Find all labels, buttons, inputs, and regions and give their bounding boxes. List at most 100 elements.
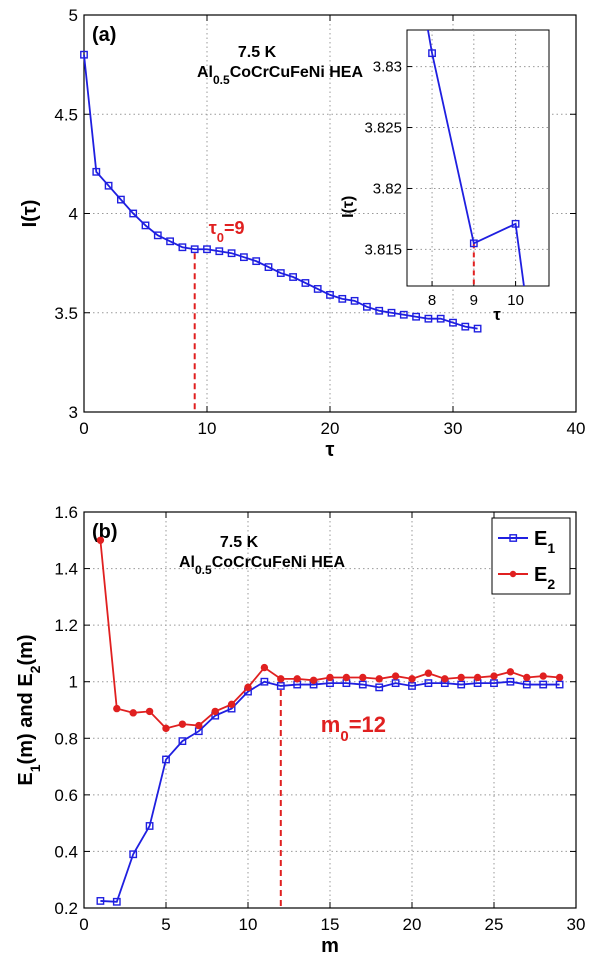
- inset-y-axis-label: I(τ): [340, 196, 357, 218]
- data-point: [342, 673, 351, 682]
- data-point: [338, 294, 347, 303]
- annotation-material: Al0.5CoCrCuFeNi HEA: [197, 64, 363, 87]
- data-point: [153, 231, 162, 240]
- data-point: [539, 680, 548, 689]
- data-point: [145, 707, 154, 716]
- inset-series-line: [427, 30, 525, 286]
- y-tick-label: 3.5: [54, 304, 78, 323]
- inset-y-tick-label: 3.83: [373, 59, 402, 76]
- data-point: [359, 673, 367, 682]
- data-point: [211, 707, 219, 716]
- data-point: [457, 680, 466, 689]
- inset-data-point: [511, 219, 520, 228]
- data-point: [387, 308, 396, 317]
- data-point: [506, 668, 515, 676]
- data-point: [391, 672, 400, 680]
- y-tick-label: 3: [69, 403, 78, 422]
- inset-data-point: [469, 239, 478, 248]
- x-tick-label: 0: [79, 419, 88, 438]
- data-point: [178, 243, 187, 252]
- x-tick-label: 25: [485, 915, 504, 934]
- data-point: [490, 672, 498, 680]
- series-E1: [96, 677, 564, 906]
- legend-marker: [509, 570, 517, 578]
- data-point: [252, 257, 261, 266]
- data-point: [358, 680, 367, 689]
- y-tick-label: 0.2: [54, 899, 78, 918]
- y-tick-label: 1: [69, 673, 78, 692]
- series-1: [80, 50, 482, 333]
- data-point: [116, 195, 125, 204]
- panel-label: (b): [92, 521, 118, 543]
- data-point: [408, 682, 416, 690]
- panel-label: (a): [92, 24, 116, 46]
- data-point: [162, 755, 170, 764]
- data-point: [203, 245, 211, 254]
- inset-y-tick-label: 3.825: [364, 120, 402, 137]
- data-point: [129, 850, 138, 859]
- data-point: [301, 279, 310, 287]
- data-point: [350, 296, 359, 305]
- data-point: [260, 663, 269, 672]
- chart-panel-1: 0 10 20 30 40 3 3.5 4 4.5 5 τ I(τ) (a) 7.5 K Al0.5CoCr…: [19, 6, 585, 461]
- x-tick-label: 15: [321, 915, 340, 934]
- data-point: [326, 673, 334, 682]
- data-point: [424, 679, 433, 688]
- y-axis-label: E1(m) and E2(m): [15, 634, 43, 785]
- data-point: [145, 822, 154, 830]
- data-point: [227, 700, 236, 709]
- inset-y-tick-label: 3.82: [373, 180, 402, 197]
- x-tick-label: 5: [161, 915, 170, 934]
- threshold-label: τ0=9: [209, 218, 245, 245]
- data-point: [309, 676, 318, 684]
- data-point: [96, 897, 105, 905]
- y-tick-label: 4.5: [54, 105, 78, 124]
- inset-x-tick-label: 8: [428, 292, 436, 309]
- inset-x-tick-label: 10: [507, 292, 524, 309]
- data-point: [522, 680, 531, 689]
- data-point: [473, 324, 482, 333]
- data-point: [129, 209, 138, 218]
- data-point: [457, 673, 465, 682]
- y-tick-label: 5: [69, 6, 78, 25]
- data-point: [260, 677, 269, 686]
- data-point: [313, 285, 322, 293]
- data-point: [412, 312, 420, 321]
- data-point: [473, 673, 482, 682]
- data-point: [276, 269, 285, 277]
- legend-label: E2: [534, 564, 555, 592]
- annotation-temperature: 7.5 K: [238, 44, 277, 61]
- data-point: [190, 245, 199, 254]
- data-point: [375, 683, 384, 692]
- data-point: [523, 673, 531, 682]
- data-point: [441, 675, 449, 683]
- data-point: [215, 247, 224, 256]
- data-point: [80, 50, 88, 59]
- y-tick-label: 0.8: [54, 729, 78, 748]
- data-point: [289, 273, 297, 281]
- data-point: [391, 679, 400, 688]
- data-point: [539, 672, 547, 680]
- x-tick-label: 20: [321, 419, 340, 438]
- data-point: [92, 167, 101, 176]
- data-point: [195, 721, 203, 730]
- data-point: [244, 683, 252, 692]
- data-point: [276, 682, 285, 690]
- data-point: [162, 724, 170, 733]
- data-point: [178, 720, 187, 728]
- data-point: [399, 310, 408, 319]
- data-point: [408, 675, 416, 683]
- data-point: [555, 680, 564, 689]
- data-point: [104, 181, 113, 190]
- x-axis-label: τ: [326, 439, 335, 461]
- data-point: [490, 679, 498, 688]
- data-point: [141, 221, 150, 230]
- legend-box: [491, 517, 571, 595]
- data-point: [277, 675, 285, 683]
- data-point: [178, 737, 187, 746]
- y-tick-label: 0.6: [54, 786, 78, 805]
- x-tick-label: 30: [567, 915, 586, 934]
- data-point: [424, 669, 433, 677]
